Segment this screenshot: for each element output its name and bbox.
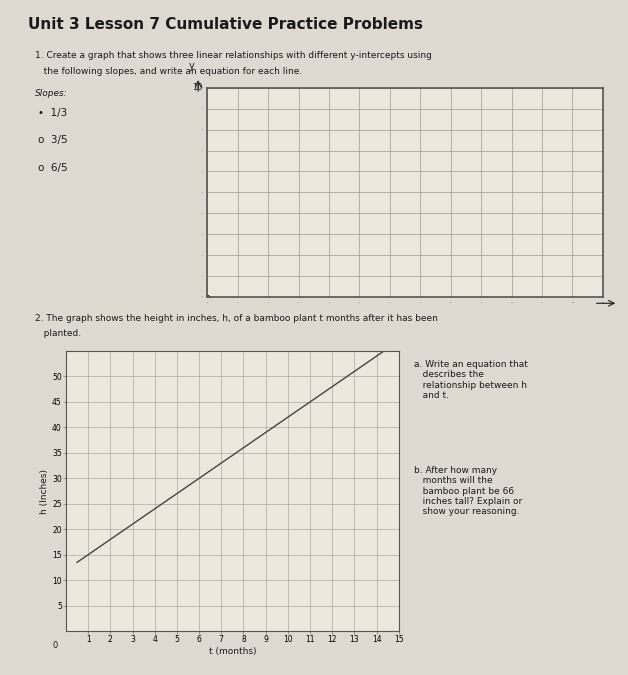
Text: 10: 10 xyxy=(192,83,203,92)
Text: o  3/5: o 3/5 xyxy=(38,135,67,145)
Text: 1. Create a graph that shows three linear relationships with different y-interce: 1. Create a graph that shows three linea… xyxy=(35,51,431,59)
Text: planted.: planted. xyxy=(35,329,80,338)
Text: 0: 0 xyxy=(52,641,58,650)
Text: y: y xyxy=(189,61,195,71)
Text: o  6/5: o 6/5 xyxy=(38,163,67,173)
Text: the following slopes, and write an equation for each line.: the following slopes, and write an equat… xyxy=(35,68,302,76)
Text: Unit 3 Lesson 7 Cumulative Practice Problems: Unit 3 Lesson 7 Cumulative Practice Prob… xyxy=(28,17,423,32)
Text: b. After how many
   months will the
   bamboo plant be 66
   inches tall? Expla: b. After how many months will the bamboo… xyxy=(414,466,522,516)
Text: a. Write an equation that
   describes the
   relationship between h
   and t.: a. Write an equation that describes the … xyxy=(414,360,528,400)
Text: 2. The graph shows the height in inches, h, of a bamboo plant t months after it : 2. The graph shows the height in inches,… xyxy=(35,314,438,323)
Text: Slopes:: Slopes: xyxy=(35,89,67,98)
Y-axis label: h (Inches): h (Inches) xyxy=(40,468,49,514)
X-axis label: t (months): t (months) xyxy=(208,647,256,656)
Text: x: x xyxy=(627,302,628,313)
Text: •  1/3: • 1/3 xyxy=(38,108,67,118)
